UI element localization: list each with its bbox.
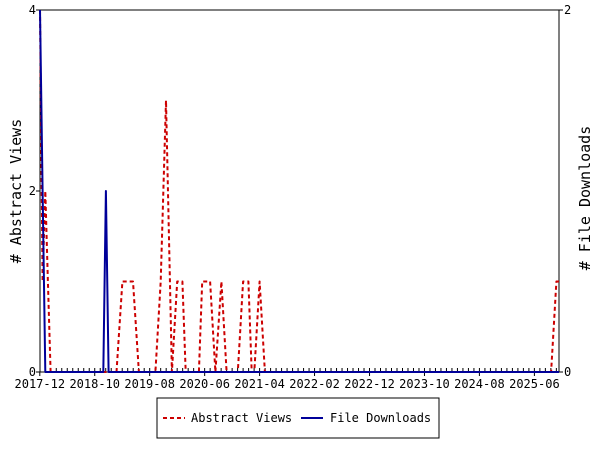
- y-left-tick-label: 0: [29, 365, 36, 379]
- x-tick-label: 2017-12: [15, 377, 66, 391]
- y-left-tick-labels: 0 2 4: [29, 3, 36, 379]
- y-left-tick-label: 2: [29, 184, 36, 198]
- series-line-file-downloads: [39, 9, 559, 373]
- legend-label-abstract-views: Abstract Views: [191, 411, 292, 425]
- x-tick-label: 2019-08: [124, 377, 175, 391]
- y-left-tick-label: 4: [29, 3, 36, 17]
- x-tick-label: 2022-02: [289, 377, 340, 391]
- y-right-tick-labels: 02: [564, 3, 571, 379]
- y-right-tick-label: 0: [564, 365, 571, 379]
- x-tick-labels: 2017-12 2018-10 2019-08 2020-06 2021-04 2022-…: [15, 377, 560, 391]
- legend-box: [156, 397, 440, 439]
- legend-label-file-downloads: File Downloads: [330, 411, 431, 425]
- y-axis-left-title: # Abstract Views: [7, 119, 25, 264]
- x-tick-label: 2018-10: [69, 377, 120, 391]
- series-line-abstract-views: [39, 9, 559, 373]
- x-tick-label: 2025-06: [509, 377, 560, 391]
- y-right-tick-label: 2: [564, 3, 571, 17]
- y-axis-right-title: # File Downloads: [576, 126, 594, 271]
- series-lines: [39, 9, 559, 373]
- x-tick-label: 2022-12: [344, 377, 395, 391]
- legend: Abstract Views File Downloads: [156, 397, 440, 439]
- x-ticks: [36, 9, 563, 376]
- x-tick-label: 2021-04: [234, 377, 285, 391]
- x-tick-label: 2023-10: [399, 377, 450, 391]
- x-tick-label: 2024-08: [454, 377, 505, 391]
- x-tick-label: 2020-06: [179, 377, 230, 391]
- plot-frame: [39, 9, 560, 373]
